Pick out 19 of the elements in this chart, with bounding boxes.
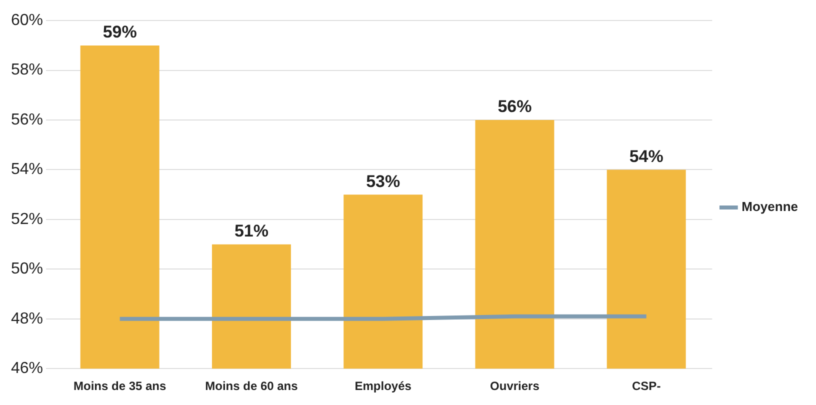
data-label: 59% [102,22,137,42]
y-tick-label: 48% [10,310,44,328]
y-tick-label: 56% [10,111,44,128]
legend-label: Moyenne [742,199,798,214]
y-tick-label: 52% [10,210,44,228]
data-label: 51% [234,222,268,240]
y-tick-label: 58% [10,62,44,79]
x-tick-label: CSP- [632,379,661,394]
y-tick-label: 46% [10,360,44,378]
x-tick-label: Employés [354,379,412,394]
x-tick-label: Moins de 35 ans [73,379,167,394]
x-tick-label: Ouvriers [490,379,540,394]
data-label: 54% [629,146,664,166]
data-label: 56% [498,97,532,116]
y-tick-label: 50% [10,260,44,278]
x-tick-label: Moins de 60 ans [205,379,298,394]
data-label: 53% [366,172,400,191]
y-tick-label: 54% [10,161,44,178]
y-tick-label: 60% [10,12,44,30]
